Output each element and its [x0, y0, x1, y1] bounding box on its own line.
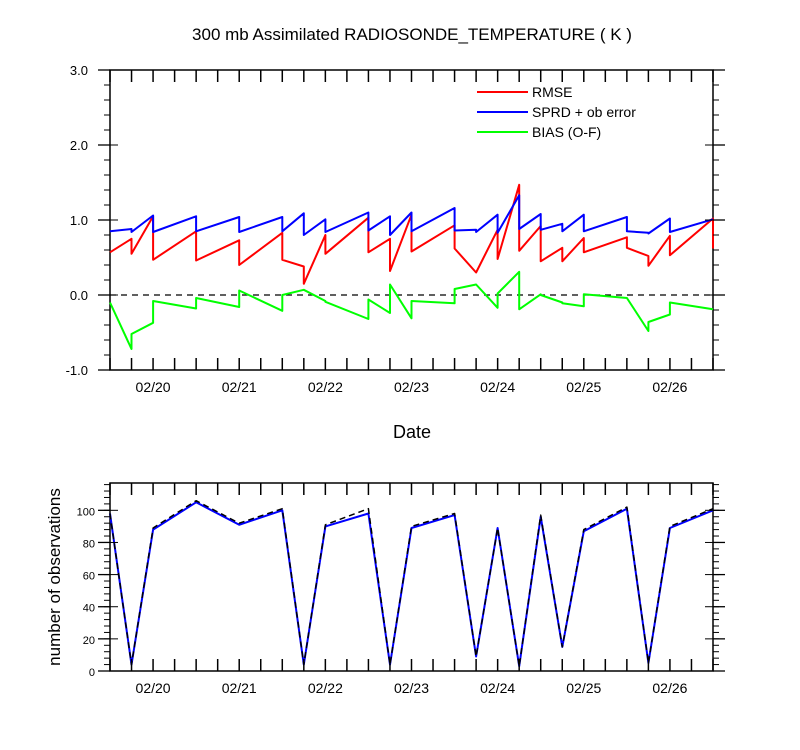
top-y-tick-label: -1.0 [66, 363, 88, 378]
legend-label-bias: BIAS (O-F) [532, 124, 601, 140]
top-y-tick-label: 3.0 [70, 63, 88, 78]
bottom-y-tick-label: 80 [83, 538, 95, 550]
bottom-y-tick-label: 60 [83, 571, 95, 583]
top-y-tick-label: 1.0 [70, 213, 88, 228]
series-line-sprd-ob-error [109, 194, 714, 236]
series-line-observations-dashed [109, 499, 714, 667]
bottom-x-tick-label: 02/24 [480, 680, 515, 696]
bottom-y-tick-label: 100 [77, 506, 95, 518]
series-line-bias-o-f [109, 270, 714, 350]
legend: RMSE SPRD + ob error BIAS (O-F) [477, 84, 636, 140]
top-x-tick-label: 02/21 [222, 379, 257, 395]
bottom-y-tick-label: 0 [89, 667, 95, 679]
series-line-observations-solid [109, 501, 714, 668]
bottom-x-tick-label: 02/21 [222, 680, 257, 696]
bottom-x-tick-label: 02/25 [566, 680, 601, 696]
top-x-tick-label: 02/22 [308, 379, 343, 395]
legend-label-rmse: RMSE [532, 84, 572, 100]
top-x-tick-label: 02/20 [136, 379, 171, 395]
y-axis-label-bottom: number of observations [45, 488, 64, 666]
bottom-y-tick-label: 40 [83, 603, 95, 615]
top-x-tick-label: 02/25 [566, 379, 601, 395]
top-x-tick-label: 02/26 [652, 379, 687, 395]
top-x-tick-label: 02/23 [394, 379, 429, 395]
bottom-y-tick-label: 20 [83, 635, 95, 647]
top-y-tick-label: 0.0 [70, 288, 88, 303]
top-y-tick-label: 2.0 [70, 138, 88, 153]
top-x-tick-label: 02/24 [480, 379, 515, 395]
bottom-x-tick-label: 02/26 [652, 680, 687, 696]
chart-title: 300 mb Assimilated RADIOSONDE_TEMPERATUR… [192, 25, 632, 44]
bottom-x-tick-label: 02/23 [394, 680, 429, 696]
x-axis-label: Date [393, 422, 431, 442]
legend-label-sprd: SPRD + ob error [532, 104, 636, 120]
bottom-x-tick-label: 02/20 [136, 680, 171, 696]
series-line-rmse [109, 183, 714, 285]
bottom-x-tick-label: 02/22 [308, 680, 343, 696]
